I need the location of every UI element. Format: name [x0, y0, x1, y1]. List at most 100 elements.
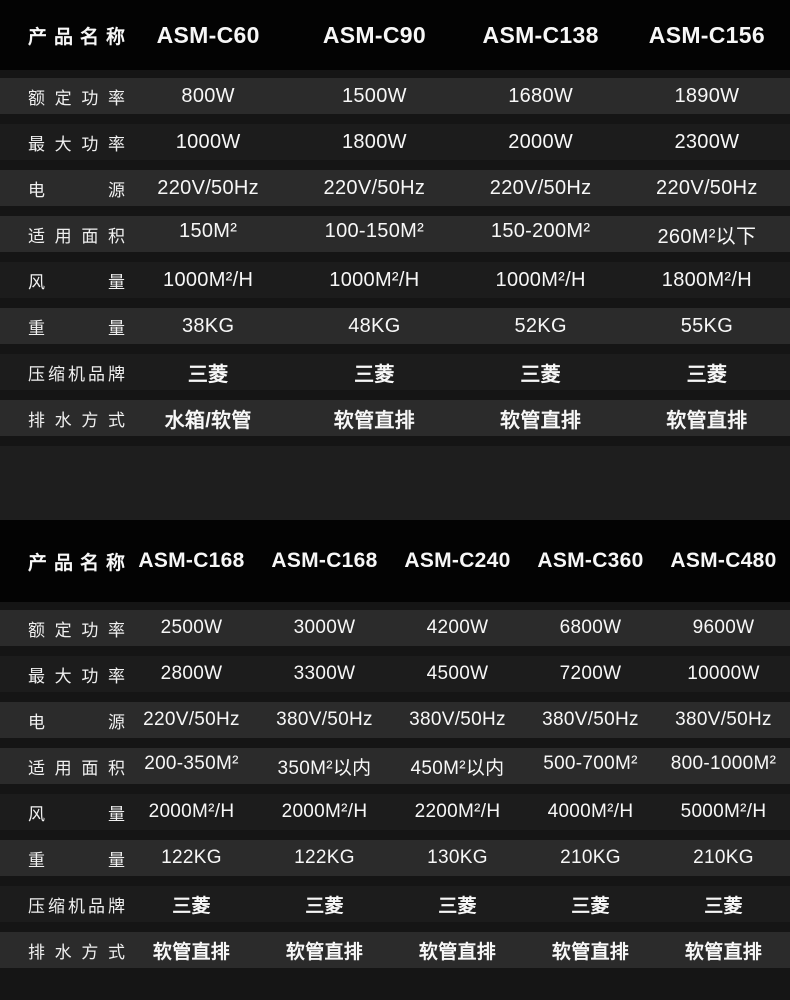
spec-value: 三菱	[438, 895, 477, 917]
spec-row: 排水方式 软管直排 软管直排 软管直排 软管直排 软管直排	[0, 932, 790, 968]
product-name: ASM-C480	[670, 549, 777, 572]
table-header-row: 产品名称 ASM-C168 ASM-C168 ASM-C240 ASM-C360 ASM-…	[0, 520, 790, 602]
spec-value: 三菱	[305, 895, 344, 917]
product-name: ASM-C168	[271, 549, 378, 572]
spec-value: 1000M²/H	[329, 268, 420, 291]
table-gap	[0, 446, 790, 520]
spec-row-values: 2000M²/H 2000M²/H 2200M²/H 4000M²/H 5000M²/H	[125, 801, 790, 823]
spec-value: 2000M²/H	[148, 801, 235, 822]
spec-value: 10000W	[687, 663, 760, 684]
spec-row-label: 排水方式	[28, 942, 125, 962]
spec-row-values: 38KG 48KG 52KG 55KG	[125, 315, 790, 338]
spec-value: 450M²以内	[410, 757, 505, 779]
product-name: ASM-C138	[482, 21, 599, 48]
spec-row-values: 220V/50Hz 380V/50Hz 380V/50Hz 380V/50Hz 380V…	[125, 709, 790, 731]
spec-value: 2500W	[160, 617, 223, 638]
spec-row-label: 最大功率	[28, 666, 125, 686]
spec-value: 软管直排	[285, 941, 364, 963]
spec-rows: 额定功率 2500W 3000W 4200W 6800W 9600W 最大功率 2800W 33…	[0, 602, 790, 1000]
spec-value: 220V/50Hz	[143, 709, 240, 730]
spec-row: 额定功率 2500W 3000W 4200W 6800W 9600W	[0, 610, 790, 646]
spec-row-values: 122KG 122KG 130KG 210KG 210KG	[125, 847, 790, 869]
spec-value: 9600W	[692, 617, 755, 638]
spec-value: 220V/50Hz	[489, 176, 592, 199]
spec-value: 三菱	[686, 363, 728, 386]
spec-value: 三菱	[571, 895, 610, 917]
spec-row-label: 压缩机品牌	[28, 364, 125, 384]
spec-value: 210KG	[560, 847, 621, 868]
spec-value: 220V/50Hz	[323, 176, 426, 199]
spec-row-values: 800W 1500W 1680W 1890W	[125, 85, 790, 108]
spec-value: 52KG	[514, 314, 567, 337]
spec-value: 三菱	[187, 363, 229, 386]
spec-value: 4000M²/H	[547, 801, 634, 822]
spec-row: 重量 38KG 48KG 52KG 55KG	[0, 308, 790, 344]
spec-value: 55KG	[680, 314, 734, 337]
spec-table: 产品名称 ASM-C168 ASM-C168 ASM-C240 ASM-C360 ASM-…	[0, 520, 790, 1000]
spec-row-values: 200-350M² 350M²以内 450M²以内 500-700M² 800-1000…	[125, 753, 790, 780]
spec-row: 最大功率 1000W 1800W 2000W 2300W	[0, 124, 790, 160]
spec-value: 3300W	[293, 663, 356, 684]
spec-row-values: 1000M²/H 1000M²/H 1000M²/H 1800M²/H	[125, 269, 790, 292]
spec-value: 380V/50Hz	[675, 709, 772, 730]
spec-row-label: 风量	[28, 804, 125, 824]
spec-value: 100-150M²	[324, 219, 425, 242]
spec-value: 800-1000M²	[670, 752, 777, 774]
spec-row-values: 2500W 3000W 4200W 6800W 9600W	[125, 617, 790, 639]
spec-row-label: 重量	[28, 850, 125, 870]
spec-row-label: 最大功率	[28, 134, 125, 154]
spec-value: 260M²以下	[657, 225, 757, 248]
product-name: ASM-C60	[156, 21, 260, 48]
spec-value: 水箱/软管	[164, 409, 252, 432]
spec-value: 200-350M²	[144, 752, 239, 774]
spec-value: 380V/50Hz	[409, 709, 506, 730]
spec-table: 产品名称 ASM-C60 ASM-C90 ASM-C138 ASM-C156 额定功率 80…	[0, 0, 790, 436]
spec-value: 1000M²/H	[163, 268, 254, 291]
spec-row-label: 额定功率	[28, 620, 125, 640]
product-name-list: ASM-C168 ASM-C168 ASM-C240 ASM-C360 ASM-C480	[125, 549, 790, 573]
spec-row: 重量 122KG 122KG 130KG 210KG 210KG	[0, 840, 790, 876]
spec-value: 800W	[181, 84, 235, 107]
spec-value: 2000M²/H	[281, 801, 368, 822]
spec-value: 130KG	[427, 847, 488, 868]
spec-row-label: 电源	[28, 712, 125, 732]
spec-row: 压缩机品牌 三菱 三菱 三菱 三菱 三菱	[0, 886, 790, 922]
spec-row-label: 风量	[28, 272, 125, 292]
spec-value: 软管直排	[333, 409, 415, 432]
spec-row: 风量 1000M²/H 1000M²/H 1000M²/H 1800M²/H	[0, 262, 790, 298]
spec-value: 4200W	[426, 617, 489, 638]
product-name-header-label: 产品名称	[28, 26, 125, 48]
spec-row: 适用面积 150M² 100-150M² 150-200M² 260M²以下	[0, 216, 790, 252]
spec-value: 三菱	[354, 363, 395, 386]
spec-row-values: 150M² 100-150M² 150-200M² 260M²以下	[125, 220, 790, 249]
spec-row: 电源 220V/50Hz 380V/50Hz 380V/50Hz 380V/50Hz 38…	[0, 702, 790, 738]
spec-row-label: 压缩机品牌	[28, 896, 125, 916]
spec-value: 220V/50Hz	[656, 176, 758, 199]
product-name: ASM-C156	[648, 21, 765, 48]
spec-row-label: 电源	[28, 180, 125, 200]
spec-value: 500-700M²	[543, 752, 638, 774]
spec-value: 380V/50Hz	[542, 709, 639, 730]
spec-row: 风量 2000M²/H 2000M²/H 2200M²/H 4000M²/H 5000M²…	[0, 794, 790, 830]
spec-row-values: 2800W 3300W 4500W 7200W 10000W	[125, 663, 790, 685]
product-name-header-label: 产品名称	[28, 552, 125, 574]
spec-value: 软管直排	[418, 941, 497, 963]
spec-row: 最大功率 2800W 3300W 4500W 7200W 10000W	[0, 656, 790, 692]
spec-value: 三菱	[172, 895, 211, 917]
spec-value: 122KG	[161, 847, 222, 868]
spec-value: 5000M²/H	[680, 801, 767, 822]
spec-row: 电源 220V/50Hz 220V/50Hz 220V/50Hz 220V/50Hz	[0, 170, 790, 206]
spec-value: 1000M²/H	[495, 268, 586, 291]
spec-value: 210KG	[693, 847, 754, 868]
spec-value: 2300W	[674, 130, 740, 153]
product-name: ASM-C360	[537, 549, 644, 572]
spec-row: 额定功率 800W 1500W 1680W 1890W	[0, 78, 790, 114]
spec-value: 软管直排	[500, 409, 582, 432]
spec-row-values: 1000W 1800W 2000W 2300W	[125, 131, 790, 154]
spec-row-values: 水箱/软管 软管直排 软管直排 软管直排	[125, 404, 790, 433]
spec-value: 三菱	[520, 363, 561, 386]
spec-row-label: 重量	[28, 318, 125, 338]
spec-value: 6800W	[559, 617, 622, 638]
spec-row: 压缩机品牌 三菱 三菱 三菱 三菱	[0, 354, 790, 390]
spec-value: 150M²	[179, 219, 238, 242]
